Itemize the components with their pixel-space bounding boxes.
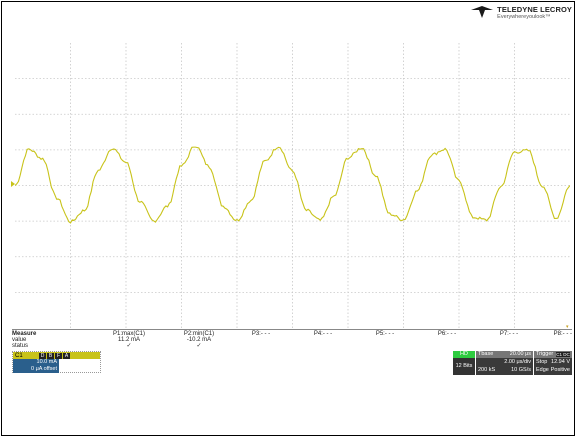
param-p1-value: 11.2 mA xyxy=(118,337,140,343)
trigger-level: 12.94 V xyxy=(551,359,570,365)
acquisition-panel[interactable]: HD 12 Bits Tbase 20.00 μs 2.00 μs/div 20… xyxy=(453,351,572,375)
channel-flags: D B F A xyxy=(39,352,70,359)
param-p4-name[interactable]: P4:- - - xyxy=(313,331,333,337)
param-p5-name[interactable]: P5:- - - xyxy=(375,331,395,337)
channel-flag-a: A xyxy=(63,352,70,359)
measurement-status-row: status ✓ ✓ xyxy=(12,343,572,349)
channel-1-waveform-trace xyxy=(15,146,570,224)
waveform-grid xyxy=(15,43,570,328)
brand-name: TELEDYNE LECROY xyxy=(497,5,572,14)
timebase-label: Tbase xyxy=(478,351,494,357)
value-row-label: value xyxy=(12,337,27,343)
param-p3-name[interactable]: P3:- - - xyxy=(251,331,271,337)
param-p2-name[interactable]: P2:min(C1) xyxy=(183,331,215,337)
channel-1-descriptor[interactable]: C1 D B F A 10.0 mA 0 μA offset xyxy=(12,351,101,373)
time-per-div: 2.00 μs/div xyxy=(504,359,531,365)
sample-count: 200 kS xyxy=(478,366,496,373)
measurement-table[interactable]: Measure P1:max(C1) P2:min(C1) P3:- - - P… xyxy=(12,329,572,349)
trigger-source-badge: C1 DC xyxy=(556,352,570,357)
param-p6-name[interactable]: P6:- - - xyxy=(437,331,457,337)
channel-1-header: C1 D B F A xyxy=(13,352,100,359)
trigger-type: Edge xyxy=(536,366,549,373)
param-p2-value: -10.2 mA xyxy=(186,337,212,343)
channel-offset: 0 μA offset xyxy=(30,366,57,372)
param-p1-status-icon: ✓ xyxy=(126,343,132,349)
timebase-settings[interactable]: 2.00 μs/div 200 kS 10 GS/s xyxy=(476,358,533,375)
trigger-mode: Stop xyxy=(536,359,548,365)
measurement-header-row: Measure P1:max(C1) P2:min(C1) P3:- - - P… xyxy=(12,329,572,337)
timebase-delay: 20.00 μs xyxy=(509,351,531,357)
sample-rate: 10 GS/s xyxy=(511,366,531,373)
measurement-value-row: value 11.2 mA -10.2 mA xyxy=(12,337,572,343)
measure-label: Measure xyxy=(12,331,37,337)
teledyne-logo-icon xyxy=(471,6,494,18)
param-p2-status-icon: ✓ xyxy=(196,343,202,349)
channel-flag-f: F xyxy=(55,352,62,359)
trigger-header[interactable]: Trigger C1 DC xyxy=(534,351,572,358)
bit-depth: 12 Bits xyxy=(453,358,475,375)
trigger-slope: Positive xyxy=(550,366,570,373)
trigger-label: Trigger xyxy=(536,351,554,357)
trigger-position-marker: ▾ xyxy=(566,324,569,330)
brand-tagline: Everywhereyoulook™ xyxy=(497,13,551,20)
channel-1-settings: 10.0 mA 0 μA offset xyxy=(13,359,59,373)
timebase-header[interactable]: Tbase 20.00 μs xyxy=(476,351,533,358)
status-row-label: status xyxy=(12,343,29,349)
brand-logo-block: TELEDYNE LECROY Everywhereyoulook™ xyxy=(471,6,572,20)
param-p1-name[interactable]: P1:max(C1) xyxy=(112,331,145,337)
param-p7-name[interactable]: P7:- - - xyxy=(499,331,519,337)
channel-name: C1 xyxy=(15,352,23,359)
trigger-settings[interactable]: Stop 12.94 V Edge Positive xyxy=(534,358,572,375)
channel-flag-d: D xyxy=(39,352,46,359)
channel-flag-b: B xyxy=(47,352,54,359)
hd-badge: HD xyxy=(453,351,475,358)
channel-scale: 10.0 mA xyxy=(36,359,57,365)
waveform-display[interactable] xyxy=(15,43,570,328)
channel-1-offset-marker[interactable] xyxy=(11,181,15,187)
param-p8-name[interactable]: P8:- - - xyxy=(553,331,572,337)
